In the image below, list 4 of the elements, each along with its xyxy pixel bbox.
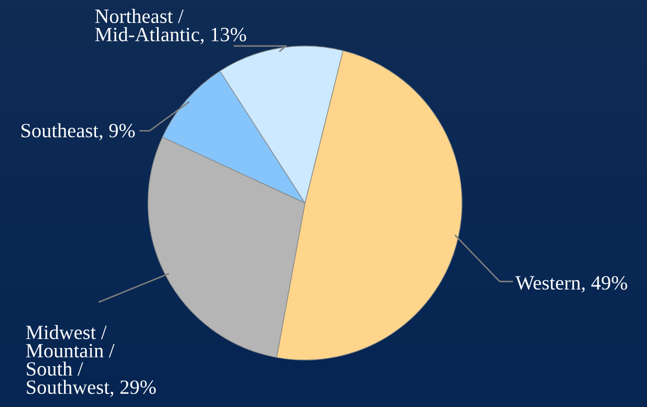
slice-label: Southeast, 9% <box>22 123 135 140</box>
slice-label: Western, 49% <box>515 276 628 293</box>
slice-label: Midwest / Mountain / South / Southwest, 29% <box>26 325 156 397</box>
slice-label: Northeast / Mid-Atlantic, 13% <box>95 8 246 44</box>
